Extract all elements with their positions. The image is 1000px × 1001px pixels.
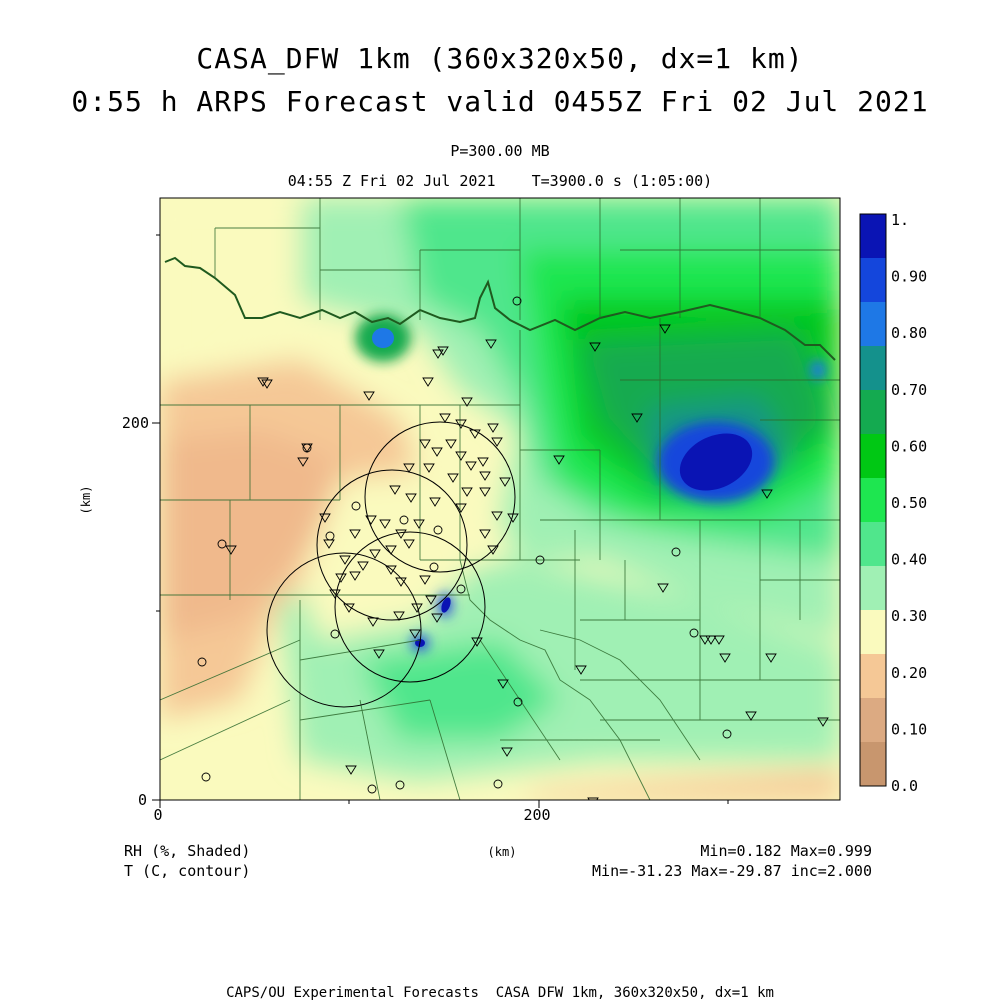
colorbar-swatch [860,654,886,699]
footer-credit: CAPS/OU Experimental Forecasts CASA DFW … [226,985,774,1001]
axis-ticks [152,234,729,808]
colorbar-swatch [860,258,886,303]
shaded-field-stats: Min=0.182 Max=0.999 [700,842,872,860]
colorbar-swatch [860,346,886,391]
colorbar-label: 0.0 [891,777,918,795]
valid-time: 04:55 Z Fri 02 Jul 2021 T=3900.0 s (1:05… [287,172,713,190]
y-tick-0: 0 [138,791,147,809]
colorbar-swatch [860,478,886,523]
x-tick-0: 0 [153,806,162,824]
colorbar-label: 0.40 [891,551,927,569]
colorbar-label: 0.20 [891,664,927,682]
colorbar-swatch [860,610,886,655]
colorbar-label: 0.30 [891,607,927,625]
colorbar-label: 0.90 [891,268,927,286]
contour-field-stats: Min=-31.23 Max=-29.87 inc=2.000 [592,862,872,880]
colorbar-label: 0.10 [891,720,927,738]
rh-shaded-field [160,198,840,800]
pressure-level: P=300.00 MB [450,142,550,160]
y-axis-label: (km) [79,486,93,515]
contour-field-label: T (C, contour) [124,862,251,880]
colorbar-swatch [860,434,886,479]
colorbar-label: 1. [891,211,909,229]
y-tick-200: 200 [122,414,149,432]
colorbar-swatch [860,742,886,787]
colorbar-label: 0.80 [891,324,927,342]
colorbar-swatch [860,214,886,259]
title-line-2: 0:55 h ARPS Forecast valid 0455Z Fri 02 … [71,85,929,118]
colorbar: 1. 0.90 0.80 0.70 0.60 0.50 0.40 0.30 0.20 0.10 0.… [859,211,927,795]
colorbar-swatch [860,698,886,743]
colorbar-swatch [860,522,886,567]
colorbar-label: 0.50 [891,494,927,512]
colorbar-swatch [860,390,886,435]
x-axis-label: (km) [488,845,517,859]
colorbar-swatch [860,302,886,347]
title-line-1: CASA_DFW 1km (360x320x50, dx=1 km) [196,42,804,75]
plot-frame [159,197,841,801]
colorbar-label: 0.70 [891,381,927,399]
shaded-field-label: RH (%, Shaded) [124,842,251,860]
colorbar-label: 0.60 [891,437,927,455]
x-tick-200: 200 [523,806,550,824]
colorbar-swatch [860,566,886,611]
